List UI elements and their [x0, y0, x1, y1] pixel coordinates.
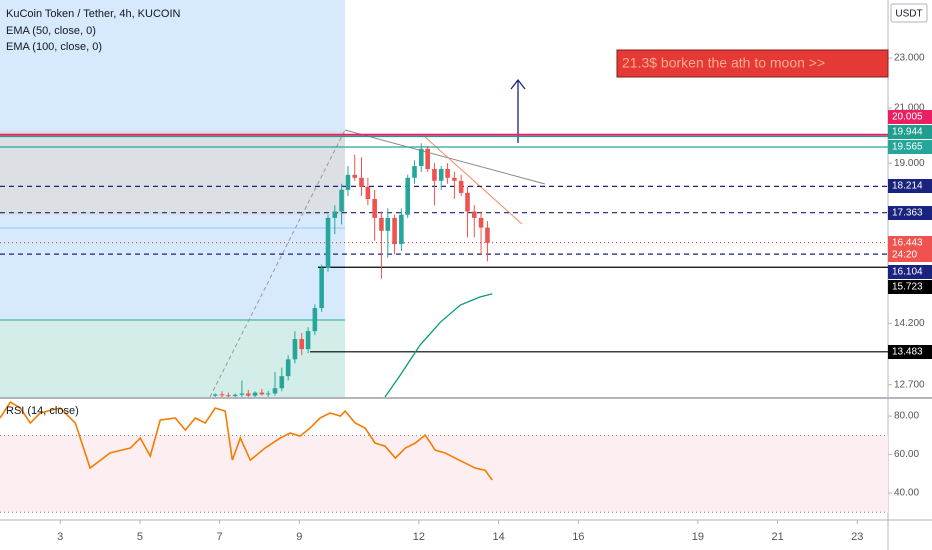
y-tick-label: 12.700 [894, 379, 925, 390]
rsi-title: RSI (14, close) [6, 405, 79, 417]
y-tick-label: 14.200 [894, 318, 925, 329]
x-tick-label: 12 [413, 531, 425, 543]
candle-body [226, 395, 231, 397]
candle-body [465, 192, 470, 212]
candle-body [379, 217, 384, 231]
candle-body [246, 393, 251, 396]
candle-body [392, 217, 397, 245]
candle-body [365, 186, 371, 200]
price-label: 16.104 [892, 267, 923, 278]
candle-body [325, 217, 331, 269]
x-tick-label: 16 [572, 531, 584, 543]
candle-body [445, 168, 450, 178]
price-label-bg [888, 206, 932, 220]
price-label-bg [888, 110, 932, 124]
price-label-bg [888, 179, 932, 193]
price-label: 17.363 [892, 208, 923, 219]
ema-line [384, 293, 493, 398]
candle-body [399, 214, 404, 245]
candle-body [471, 211, 477, 218]
candle-body [252, 392, 258, 396]
y-tick-label: 80.00 [894, 411, 919, 422]
candle-body [452, 177, 457, 181]
candle-body [359, 177, 364, 187]
candle-body [265, 393, 271, 395]
price-label-bg [888, 140, 932, 154]
price-label-bg [888, 280, 932, 294]
y-tick-label: 19.000 [894, 158, 925, 169]
candle-body [405, 177, 411, 215]
candle-body [339, 189, 344, 212]
y-tick-label: 60.00 [894, 449, 919, 460]
x-tick-label: 3 [57, 531, 63, 543]
price-label: 18.214 [892, 181, 923, 192]
candle-body [285, 359, 291, 377]
candle-body [212, 394, 218, 396]
price-label: 13.483 [892, 347, 923, 358]
currency-box[interactable] [890, 3, 928, 23]
candle-body [485, 227, 490, 243]
candle-body [478, 217, 484, 228]
price-label-bg [888, 236, 932, 262]
x-tick-label: 19 [692, 531, 704, 543]
annotation: 21.3$ borken the ath to moon >> [622, 55, 825, 71]
candle-body [312, 308, 318, 332]
annotation-box [616, 49, 889, 78]
candle-body [418, 148, 424, 167]
indicator: EMA (100, close, 0) [6, 41, 102, 53]
candle-body [305, 331, 311, 350]
trend-dashed [209, 129, 346, 398]
x-tick-label: 21 [771, 531, 783, 543]
currency: USDT [895, 9, 922, 20]
candle-body [352, 174, 358, 178]
candle-body [239, 393, 245, 395]
candle-body [372, 199, 377, 218]
candle-body [232, 394, 238, 397]
candle-body [345, 174, 351, 190]
price-label: 19.944 [892, 127, 923, 138]
x-tick-label: 5 [137, 531, 143, 543]
price-label: 15.723 [892, 282, 923, 293]
rsi-line [0, 400, 493, 481]
trendline [344, 129, 546, 185]
zone-box [0, 320, 345, 397]
candle-body [319, 268, 324, 309]
candle-body [219, 394, 225, 396]
candle-body [292, 339, 298, 360]
range-box [0, 131, 345, 215]
price-label-bg [888, 125, 932, 139]
price-label: 19.565 [892, 142, 923, 153]
candle-body [385, 217, 391, 231]
trendline [424, 136, 523, 225]
candle-body [412, 166, 417, 178]
candle-body [272, 388, 278, 394]
candle-body [279, 376, 285, 389]
x-tick-label: 7 [217, 531, 223, 543]
candle-body [299, 339, 305, 350]
candle-body [432, 168, 437, 181]
candle-body [438, 168, 444, 181]
y-tick-label: 21.000 [894, 103, 925, 114]
price-label-bg [888, 265, 932, 279]
price-label-bg [888, 345, 932, 359]
y-tick-label: 23.000 [894, 53, 925, 64]
price-label: 16.443 [892, 238, 923, 249]
x-tick-label: 9 [296, 531, 302, 543]
candle-body [425, 148, 430, 169]
price-label: 20.005 [892, 112, 923, 123]
candle-body [458, 180, 464, 193]
y-tick-label: 40.00 [894, 488, 919, 499]
x-tick-label: 23 [851, 531, 863, 543]
indicator: EMA (50, close, 0) [6, 25, 96, 37]
arrow-head [510, 78, 526, 90]
candle-body [332, 211, 338, 218]
x-tick-label: 14 [492, 531, 504, 543]
countdown: 24:20 [892, 250, 917, 261]
rsi-band [0, 435, 888, 513]
symbol: KuCoin Token / Tether, 4h, KUCOIN [6, 8, 181, 20]
candle-body [259, 392, 265, 395]
